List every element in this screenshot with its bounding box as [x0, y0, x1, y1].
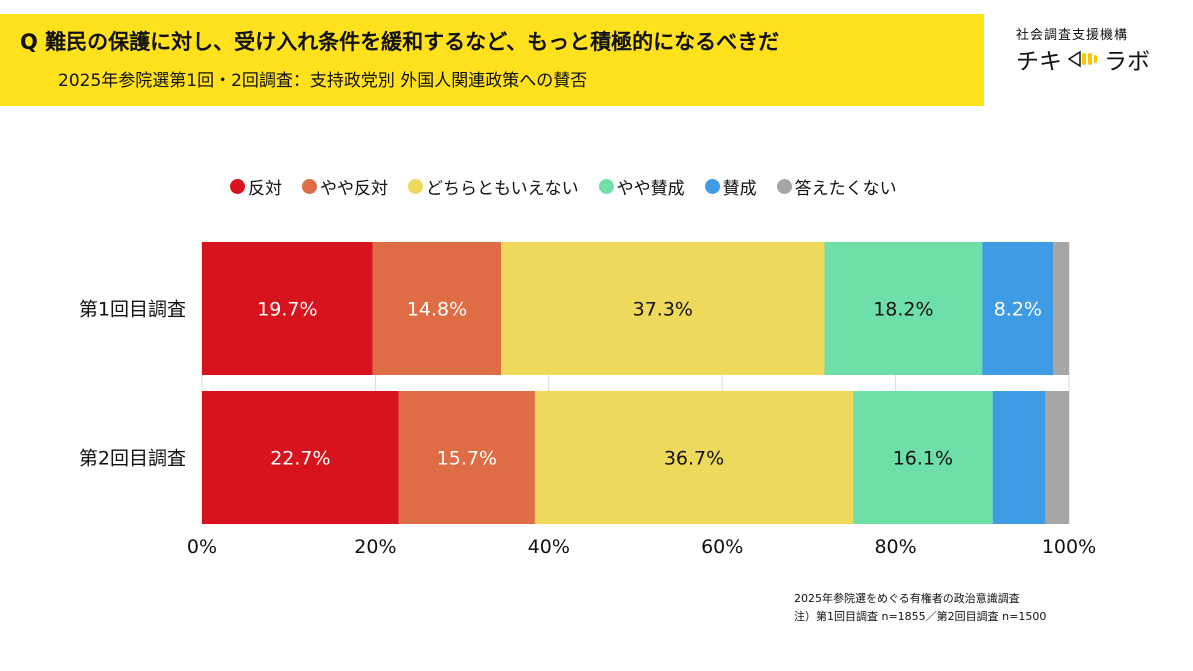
x-tick-label: 20%	[354, 536, 396, 558]
bar-segment	[853, 391, 993, 524]
bar-segment	[501, 242, 825, 375]
legend-item-5: 賛成	[704, 174, 757, 199]
x-tick-label: 80%	[874, 536, 916, 558]
source-line-1: 2025年参院選をめぐる有権者の政治意識調査	[794, 592, 1020, 605]
legend-label: 反対	[248, 179, 282, 199]
legend-item-6: 答えたくない	[776, 174, 897, 199]
data-label: 19.7%	[257, 299, 317, 321]
legend-label: 答えたくない	[794, 179, 897, 199]
data-label: 8.2%	[994, 299, 1042, 321]
source-note: 2025年参院選をめぐる有権者の政治意識調査 注）第1回目調査 n=1855／第…	[794, 590, 1046, 626]
legend-label: やや反対	[320, 179, 388, 199]
legend-label: やや賛成	[616, 179, 685, 199]
logo: チキ ラボ	[1016, 44, 1150, 75]
legend-label: 賛成	[722, 179, 757, 199]
legend-item-3: どちらともいえない	[408, 174, 579, 199]
logo-text-left: チキ	[1016, 49, 1062, 75]
data-label: 22.7%	[270, 448, 330, 470]
data-label: 14.8%	[407, 299, 467, 321]
legend-label: どちらともいえない	[426, 179, 579, 199]
data-label: 18.2%	[873, 299, 933, 321]
data-label: 16.1%	[893, 448, 953, 470]
legend-swatch	[598, 179, 614, 194]
x-tick-label: 0%	[187, 536, 217, 558]
megaphone-icon	[1068, 50, 1097, 68]
chart-subtitle: 2025年参院選第1回・2回調査：支持政党別 外国人関連政策への賛否	[58, 71, 588, 91]
chart-title: Q 難民の保護に対し、受け入れ条件を緩和するなど、もっと積極的になるべきだ	[20, 30, 780, 54]
logo-text-right: ラボ	[1104, 49, 1150, 75]
bar-segment	[982, 242, 1054, 375]
legend-swatch	[408, 179, 423, 194]
category-label: 第2回目調査	[79, 448, 186, 470]
bar-segment	[398, 391, 535, 524]
title-band	[0, 14, 984, 106]
legend-swatch	[704, 179, 720, 194]
data-label: 15.7%	[437, 448, 497, 470]
chart-legend: 反対 やや反対 どちらともいえない やや賛成 賛成 答えたくない	[230, 174, 897, 199]
x-tick-label: 40%	[528, 536, 570, 558]
legend-item-4: やや賛成	[598, 174, 685, 199]
x-tick-label: 60%	[701, 536, 743, 558]
x-tick-label: 100%	[1042, 536, 1096, 558]
data-label: 37.3%	[633, 299, 693, 321]
legend-swatch	[776, 179, 792, 194]
bar-segment	[824, 242, 983, 375]
org-name: 社会調査支援機構	[1016, 28, 1129, 43]
legend-item-2: やや反対	[302, 174, 388, 199]
bar-segment	[1045, 391, 1069, 524]
legend-swatch	[230, 179, 245, 194]
legend-item-1: 反対	[230, 174, 282, 199]
data-label: 36.7%	[664, 448, 724, 470]
bar-segment	[992, 391, 1046, 524]
bar-segment	[202, 391, 399, 524]
bar-segment	[372, 242, 502, 375]
bar-segment	[534, 391, 854, 524]
source-line-2: 注）第1回目調査 n=1855／第2回目調査 n=1500	[794, 610, 1047, 623]
bar-segment	[1053, 242, 1069, 375]
category-label: 第1回目調査	[79, 299, 186, 321]
legend-swatch	[302, 179, 317, 194]
stacked-bar-chart: 第1回目調査 19.7% 14.8% 37.3% 18.2% 8.2% 第2回目調査 22.7…	[79, 242, 1096, 558]
bar-segment	[202, 242, 373, 375]
